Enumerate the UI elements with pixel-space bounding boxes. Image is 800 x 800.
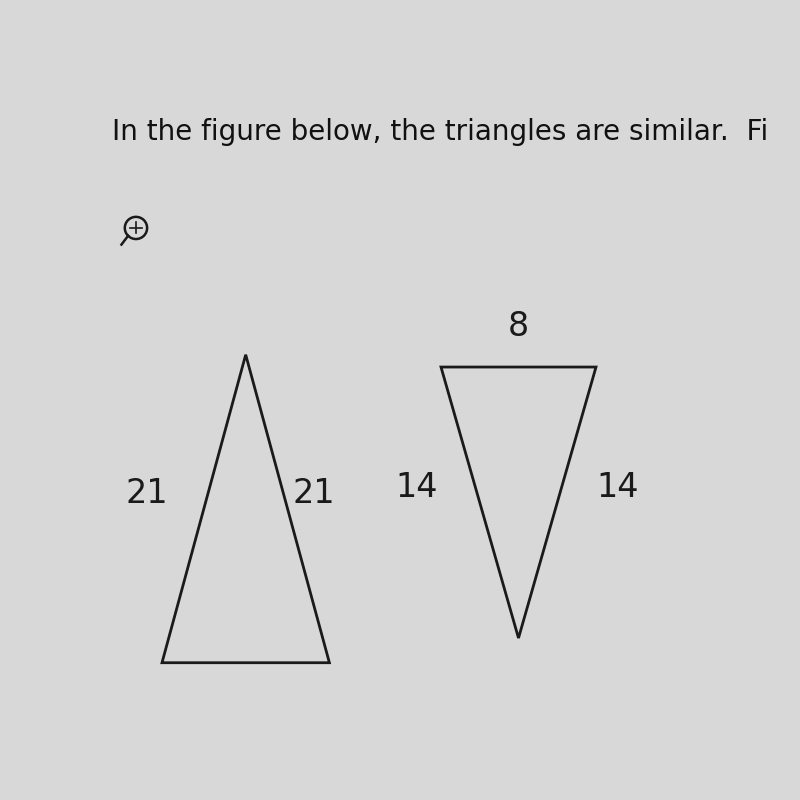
Text: In the figure below, the triangles are similar.  Fi: In the figure below, the triangles are s… — [112, 118, 769, 146]
Text: 14: 14 — [597, 470, 639, 504]
Text: 21: 21 — [293, 477, 335, 510]
Text: 14: 14 — [395, 470, 438, 504]
Text: 21: 21 — [125, 477, 168, 510]
Text: 8: 8 — [508, 310, 529, 343]
